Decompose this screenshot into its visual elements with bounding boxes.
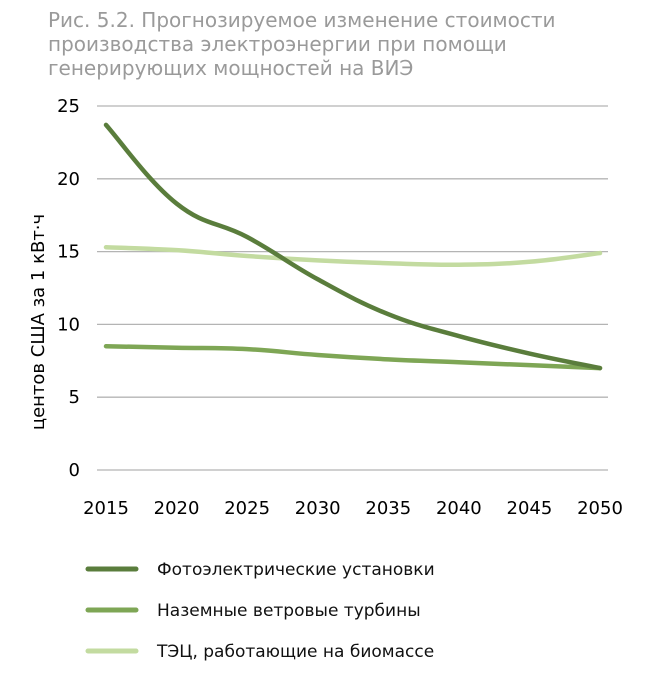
x-tick-label: 2050 [577,498,623,519]
x-axis-ticks: 2015 2020 2025 2030 2035 2040 2045 2050 [83,498,623,519]
legend-label-3: ТЭЦ, работающие на биомассе [156,642,434,662]
x-tick-label: 2045 [507,498,553,519]
y-tick-label: 10 [57,314,80,335]
series-lines [103,122,603,371]
legend: Фотоэлектрические установки Наземные ветр… [85,560,435,662]
x-tick-label: 2030 [295,498,341,519]
series-line-3 [103,244,603,268]
x-tick-label: 2025 [224,498,270,519]
chart-title: Рис. 5.2. Прогнозируемое изменение стоим… [48,8,556,80]
y-tick-label: 20 [57,169,80,190]
grid-lines [97,105,608,471]
y-axis-label: центов США за 1 кВт·ч [28,214,49,430]
series-line-2 [103,343,603,371]
y-tick-label: 15 [57,242,80,263]
x-tick-label: 2020 [154,498,200,519]
x-tick-label: 2035 [365,498,411,519]
x-tick-label: 2040 [436,498,482,519]
legend-label-1: Фотоэлектрические установки [157,560,435,580]
series-line-1 [103,122,603,371]
y-tick-label: 25 [57,96,80,117]
y-tick-label: 5 [69,387,80,408]
legend-label-2: Наземные ветровые турбины [157,601,421,621]
x-tick-label: 2015 [83,498,129,519]
y-tick-label: 0 [69,460,80,481]
y-axis-ticks: 0 5 10 15 20 25 [57,96,80,481]
